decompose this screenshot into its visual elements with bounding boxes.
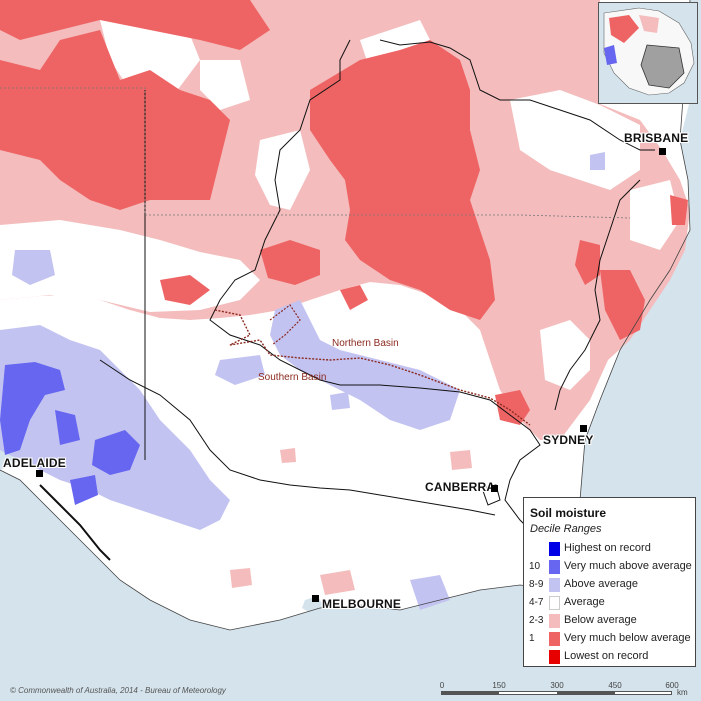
very-below-east-5 <box>340 285 368 310</box>
scale-unit: km <box>677 688 688 697</box>
above-average-small-2 <box>590 152 605 170</box>
basin-boundary <box>214 309 531 426</box>
scale-tick: 0 <box>439 681 445 690</box>
very-above-sa-1 <box>0 362 65 455</box>
city-label-melbourne: MELBOURNE <box>322 597 402 611</box>
legend-code: 1 <box>529 633 535 644</box>
below-average-vic-1 <box>230 568 252 588</box>
scale-tick: 450 <box>608 681 622 690</box>
legend-label: Lowest on record <box>564 650 649 662</box>
above-average-mid <box>215 355 265 385</box>
average-hole-4 <box>630 180 680 250</box>
legend-item-very-below: 1 Very much below average <box>524 631 695 649</box>
very-below-east-4 <box>160 275 210 305</box>
legend-swatch <box>549 596 560 610</box>
city-label-adelaide: ADELAIDE <box>3 456 66 470</box>
legend-swatch <box>549 650 560 664</box>
legend-swatch <box>549 578 560 592</box>
nsw-qld-boundary <box>209 39 571 576</box>
below-average-vic-2 <box>320 570 355 595</box>
very-above-sa-3 <box>92 430 140 475</box>
legend-code: 8-9 <box>529 579 544 590</box>
scale-tick: 300 <box>550 681 564 690</box>
above-average-west <box>12 250 55 285</box>
very-below-east-2 <box>575 240 600 285</box>
city-label-sydney: SYDNEY <box>543 433 594 447</box>
very-below-top <box>0 0 270 50</box>
legend-swatch <box>549 632 560 646</box>
city-label-brisbane: BRISBANE <box>624 131 689 145</box>
average-hole-3 <box>510 90 640 190</box>
ocean-south <box>0 470 560 701</box>
below-average-nsw <box>450 450 472 470</box>
legend-item-above: 8-9 Above average <box>524 577 695 595</box>
legend-label: Average <box>564 596 605 608</box>
southern-basin-label: Southern Basin <box>258 372 327 383</box>
very-above-sa-2 <box>55 410 80 445</box>
legend-swatch <box>549 614 560 628</box>
scale-bar: 0 150 300 450 600 km <box>439 681 688 699</box>
legend-code: 10 <box>529 561 541 572</box>
inset-svg <box>599 3 697 103</box>
above-average-small-1 <box>330 392 350 410</box>
city-marker-adelaide <box>36 470 43 477</box>
legend-label: Below average <box>564 614 637 626</box>
scale-tick: 150 <box>492 681 506 690</box>
very-below-nsw-qld <box>310 40 495 320</box>
very-below-east-1 <box>600 270 645 340</box>
basin-boundary-2 <box>269 304 301 346</box>
above-average-vic <box>410 575 450 610</box>
above-average-basin <box>270 300 460 430</box>
legend-swatch <box>549 560 560 574</box>
legend-swatch <box>549 542 560 556</box>
scale-tick: 600 <box>665 681 679 690</box>
legend-item-average: 4-7 Average <box>524 595 695 613</box>
legend-item-lowest: Lowest on record <box>524 649 695 667</box>
legend-box: Soil moisture Decile Ranges Highest on r… <box>523 497 696 667</box>
northern-basin-label: Northern Basin <box>332 338 399 349</box>
coastline <box>0 0 691 631</box>
average-hole-1 <box>255 130 310 210</box>
legend-label: Highest on record <box>564 542 651 554</box>
very-below-se <box>495 390 530 425</box>
average-hole-8 <box>200 60 250 110</box>
qld-nsw-dashed <box>0 87 631 219</box>
overview-inset-map <box>598 2 698 104</box>
very-below-center <box>260 240 320 285</box>
city-label-canberra: CANBERRA <box>425 480 496 494</box>
legend-code: 2-3 <box>529 615 544 626</box>
legend-code: 4-7 <box>529 597 544 608</box>
legend-label: Very much below average <box>564 632 691 644</box>
city-marker-brisbane <box>659 148 666 155</box>
qld-border-north <box>379 39 655 151</box>
nsw-vic-boundary <box>99 359 496 516</box>
copyright-text: © Commonwealth of Australia, 2014 - Bure… <box>10 686 226 695</box>
legend-title: Soil moisture <box>530 506 607 520</box>
legend-item-highest: Highest on record <box>524 541 695 559</box>
legend-label: Above average <box>564 578 638 590</box>
city-marker-melbourne <box>312 595 319 602</box>
very-below-west <box>0 30 230 210</box>
very-above-sa-4 <box>70 475 98 505</box>
east-range <box>554 179 641 411</box>
legend-item-below: 2-3 Below average <box>524 613 695 631</box>
below-average-small <box>280 448 296 463</box>
scale-bar-graphic <box>441 691 672 695</box>
coast-dark <box>39 484 111 561</box>
city-marker-sydney <box>580 425 587 432</box>
legend-item-very-above: 10 Very much above average <box>524 559 695 577</box>
very-below-east-3 <box>670 195 688 225</box>
legend-subtitle: Decile Ranges <box>530 523 602 535</box>
average-hole-5 <box>540 320 590 390</box>
legend-label: Very much above average <box>564 560 692 572</box>
city-marker-canberra <box>491 485 498 492</box>
